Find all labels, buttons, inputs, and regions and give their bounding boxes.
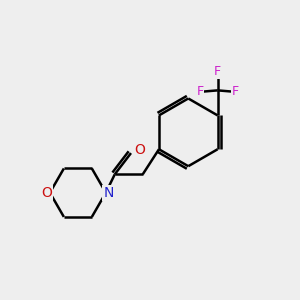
Text: F: F	[196, 85, 203, 98]
Text: F: F	[232, 85, 239, 98]
Text: O: O	[41, 186, 52, 200]
Text: O: O	[134, 143, 145, 157]
Text: F: F	[214, 65, 221, 78]
Text: N: N	[103, 186, 114, 200]
